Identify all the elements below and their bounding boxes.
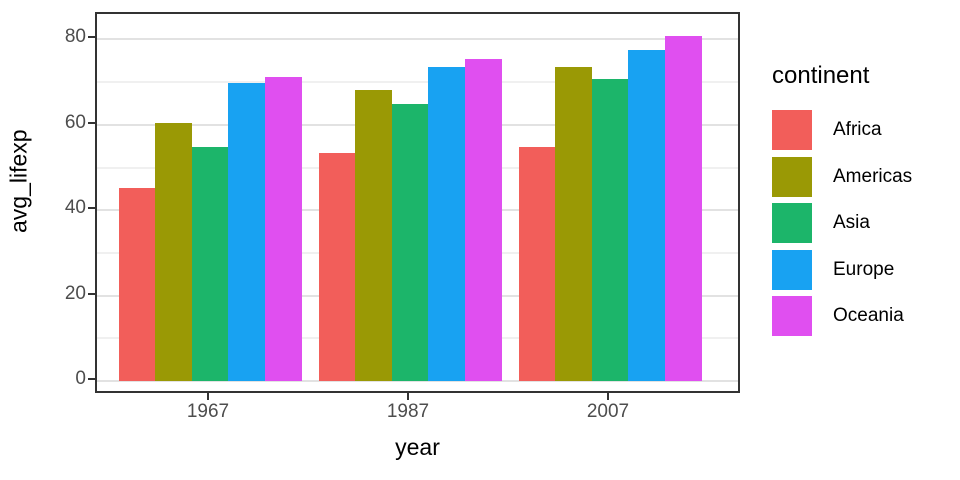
minor-gridline-70 — [97, 81, 738, 84]
ytick-label-80: 80 — [64, 26, 86, 48]
bar-africa-1987 — [318, 153, 356, 381]
ytick-label-40: 40 — [64, 197, 86, 219]
legend-item-europe: Europe — [772, 249, 957, 290]
legend-swatch-oceania — [772, 296, 812, 336]
legend-label-africa: Africa — [833, 119, 882, 140]
bar-americas-1987 — [355, 90, 393, 381]
ytick-mark-60 — [88, 121, 95, 124]
x-axis-title: year — [395, 434, 440, 460]
bar-africa-1967 — [118, 187, 156, 381]
xtick-label-2007: 2007 — [586, 401, 630, 422]
bar-oceania-1967 — [264, 76, 302, 381]
bar-americas-1967 — [155, 123, 193, 381]
legend-item-asia: Asia — [772, 203, 957, 243]
bar-asia-1987 — [391, 103, 429, 381]
xtick-label-1967: 1967 — [186, 401, 230, 422]
bar-africa-2007 — [518, 147, 556, 381]
major-gridline-80 — [97, 38, 738, 41]
bar-asia-2007 — [591, 79, 629, 381]
xtick-label-1987: 1987 — [386, 401, 430, 422]
bar-europe-1967 — [228, 83, 266, 381]
ytick-label-60: 60 — [64, 111, 86, 133]
legend-item-oceania: Oceania — [772, 296, 957, 336]
ytick-mark-0 — [88, 378, 95, 380]
legend-swatch-americas — [772, 156, 812, 197]
ytick-mark-80 — [88, 36, 95, 39]
legend-swatch-asia — [772, 203, 812, 243]
ytick-label-0: 0 — [75, 368, 86, 389]
xtick-mark-1987 — [407, 393, 409, 400]
legend-label-asia: Asia — [833, 212, 870, 233]
bar-asia-1967 — [191, 147, 229, 381]
bar-oceania-1987 — [464, 59, 502, 381]
legend-label-europe: Europe — [833, 258, 895, 280]
bar-europe-2007 — [628, 49, 666, 381]
bar-europe-1987 — [428, 66, 466, 381]
legend-swatch-africa — [772, 110, 812, 150]
xtick-mark-2007 — [607, 393, 609, 400]
ytick-mark-20 — [88, 292, 95, 295]
legend-title: continent — [772, 62, 870, 89]
legend-label-americas: Americas — [833, 165, 913, 187]
major-gridline-0 — [97, 380, 738, 382]
plot-panel — [95, 12, 740, 393]
bar-americas-2007 — [555, 66, 593, 381]
bar-oceania-2007 — [664, 36, 702, 381]
xtick-mark-1967 — [207, 393, 209, 400]
legend-label-oceania: Oceania — [833, 305, 904, 326]
legend: continent Africa Americas Asia Europe Oceani… — [772, 62, 957, 336]
legend-item-americas: Americas — [772, 156, 957, 197]
legend-item-africa: Africa — [772, 110, 957, 150]
ytick-mark-40 — [88, 207, 95, 210]
legend-swatch-europe — [772, 249, 812, 290]
ytick-label-20: 20 — [64, 282, 86, 304]
